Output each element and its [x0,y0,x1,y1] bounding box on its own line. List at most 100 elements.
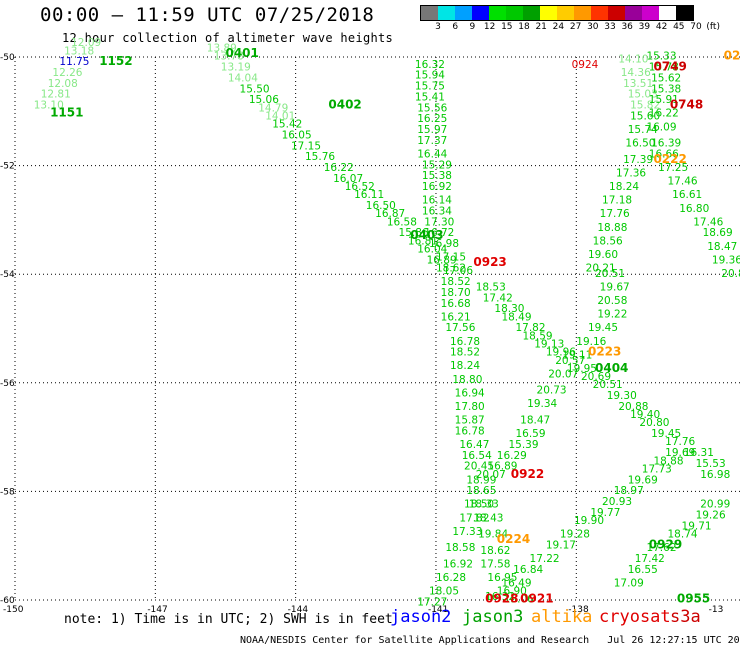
lat-tick-label: -58 [0,487,15,497]
wave-height-label: 15.56 [417,102,447,114]
page-subtitle: 12 hour collection of altimeter wave hei… [62,31,394,45]
color-swatch [489,6,506,20]
wave-height-label: 16.81 [408,235,438,247]
wave-height-label: 16.32 [485,591,515,603]
wave-height-label: 16.32 [415,59,445,71]
wave-height-label: 17.36 [616,167,646,179]
wave-height-label: 19.69 [665,447,695,459]
wave-height-label: 16.44 [417,148,447,160]
wave-height-label: 15.42 [272,119,302,131]
wave-height-label: 15.94 [415,70,445,82]
wave-height-label: 16.92 [443,558,473,570]
wave-height-label: 16.68 [441,298,471,310]
wave-height-label: 20.88 [618,401,648,413]
wave-height-label: 16.92 [422,181,452,193]
wave-height-label: 15.50 [240,83,270,95]
wave-height-label: 20.07 [476,469,506,481]
color-scale-label: 15 [501,22,513,32]
wave-height-label: 18.24 [609,181,639,193]
wave-height-label: 19.71 [682,520,712,532]
wave-height-label: 15.06 [504,594,534,606]
lat-tick-label: -50 [0,53,15,63]
color-swatch [676,6,693,20]
wave-height-label: 13.10 [34,100,64,112]
legend-item-cryosat: cryosat [599,607,671,627]
wave-height-label: 18.50 [464,499,494,511]
color-swatch [455,6,472,20]
wave-height-label: 17.58 [480,558,510,570]
wave-height-label: 17.37 [417,135,447,147]
color-scale-label: 6 [452,22,459,32]
wave-height-label: 20.07 [548,368,578,380]
color-scale-bar [420,5,694,21]
wave-height-label: 20.69 [581,371,611,383]
color-scale-label: 36 [621,22,633,32]
wave-height-label: 16.95 [487,572,517,584]
satellite-track: 16.3215.9415.7515.4115.5616.2515.9717.37… [415,59,497,609]
pass-time-label: 0403 [410,228,443,242]
wave-height-label: 17.27 [417,596,447,608]
wave-height-label: 15.91 [649,94,679,106]
map-frame [14,56,740,601]
wave-height-label: 15.78 [649,62,679,74]
wave-height-label: 18.56 [593,235,623,247]
wave-height-label: 16.90 [497,586,527,598]
wave-height-label: 17.56 [445,322,475,334]
pass-time-label: 0404 [595,361,628,375]
lon-tick-label: -150 [3,605,24,615]
wave-height-label: 14.36 [621,67,651,79]
wave-height-label: 18.52 [450,347,480,359]
wave-height-label: 16.05 [282,129,312,141]
wave-height-label: 16.09 [646,121,676,133]
wave-height-label: 19.40 [630,409,660,421]
wave-height-label: 15.53 [696,458,726,470]
color-swatch [421,6,438,20]
wave-height-label: 19.30 [607,390,637,402]
wave-height-label: 18.69 [703,227,733,239]
wave-height-label: 16.22 [649,108,679,120]
wave-height-label: 17.42 [635,553,665,565]
wave-height-label: 15.03 [628,89,658,101]
wave-height-label: 15.06 [249,94,279,106]
wave-height-label: 16.29 [497,450,527,462]
wave-height-label: 19.60 [588,249,618,261]
wave-height-label: 18.47 [707,241,737,253]
wave-height-label: 19.17 [546,539,576,551]
wave-height-label: 19.96 [546,347,576,359]
satellite-track: 092420.5119.6720.5819.2219.4519.1619.112… [469,59,630,606]
wave-height-label: 16.25 [417,113,447,125]
color-scale-label: 70 [690,22,702,32]
wave-height-label: 16.04 [417,243,447,255]
wave-height-label: 15.82 [630,100,660,112]
wave-height-label: 16.54 [462,450,492,462]
wave-height-label: 17.30 [424,216,454,228]
wave-height-label: 15.75 [415,81,445,93]
wave-height-label: 17.46 [668,176,698,188]
wave-height-label: 16.11 [354,189,384,201]
color-swatch [574,6,591,20]
legend-item-jason2: jason2 [390,607,452,627]
wave-height-label: 18.80 [452,374,482,386]
satellite-track: 13.8913.7813.1914.0415.5015.0614.7914.01… [207,43,466,275]
wave-height-label: 17.33 [452,526,482,538]
wave-height-label: 16.98 [429,238,459,250]
color-swatch [591,6,608,20]
wave-height-label: 20.51 [593,379,623,391]
wave-height-label: 16.21 [441,311,471,323]
pass-time-label: 0222 [653,152,686,166]
wave-height-label: 18.49 [501,311,531,323]
lat-tick-label: -56 [0,379,15,389]
color-scale-label: 21 [535,22,547,32]
wave-height-label: 18.24 [450,360,480,372]
wave-height-label: 18.88 [597,222,627,234]
wave-height-label: 17.15 [436,252,466,264]
page-title: 00:00 – 11:59 UTC 07/25/2018 [40,4,375,26]
wave-height-label: 18.47 [520,415,550,427]
wave-height-label: 18.62 [436,262,466,274]
lon-tick-label: -13 [709,605,724,615]
wave-height-label: 15.38 [422,170,452,182]
wave-height-label: 16.14 [422,195,452,207]
wave-height-label: 19.26 [696,510,726,522]
wave-height-label: 17.22 [530,553,560,565]
